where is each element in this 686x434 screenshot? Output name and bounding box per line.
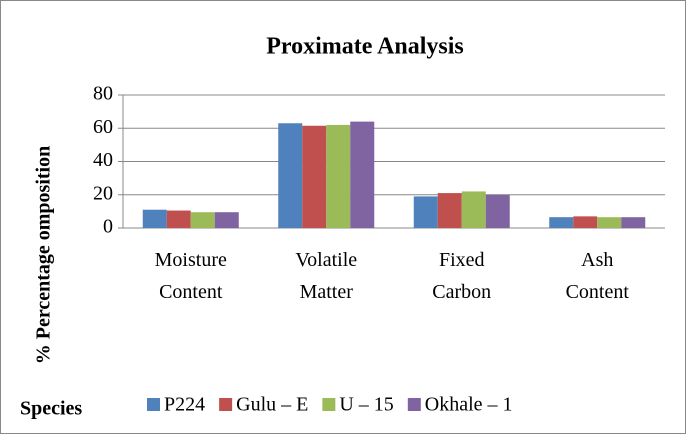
bar [326, 124, 351, 228]
legend-label: U – 15 [339, 394, 393, 416]
y-tick-label: 40 [93, 149, 113, 171]
legend-swatch [322, 398, 336, 411]
bar [278, 123, 303, 228]
legend-swatch [219, 398, 233, 411]
bar [461, 191, 486, 228]
bar [214, 212, 239, 228]
x-tick-label: Fixed Carbon [432, 249, 492, 303]
bar [437, 193, 462, 228]
bar [350, 121, 375, 228]
y-axis-label: % Percentage omposition [33, 146, 55, 365]
legend-title: Species [20, 398, 82, 420]
bar [485, 194, 510, 228]
bar [597, 217, 622, 228]
bar [302, 125, 327, 228]
legend-swatch [147, 398, 160, 411]
bar [549, 217, 574, 228]
y-tick-label: 20 [93, 182, 113, 204]
bar [166, 210, 191, 228]
x-tick-label: Moisture Content [154, 249, 227, 303]
legend-label: Gulu – E [236, 394, 308, 416]
bar [413, 196, 438, 228]
legend-label: P224 [164, 394, 205, 416]
chart-title: Proximate Analysis [266, 34, 464, 60]
bar [573, 216, 598, 228]
bar [142, 209, 167, 228]
x-tick-label: Volatile Matter [295, 249, 358, 303]
y-tick-label: 80 [93, 83, 113, 105]
bar [190, 212, 215, 228]
y-tick-label: 60 [93, 116, 113, 138]
y-tick-label: 0 [103, 216, 113, 238]
x-tick-label: Ash Content [565, 249, 629, 303]
legend-swatch [407, 398, 421, 411]
bar [621, 217, 646, 228]
legend-label: Okhale – 1 [425, 394, 513, 416]
